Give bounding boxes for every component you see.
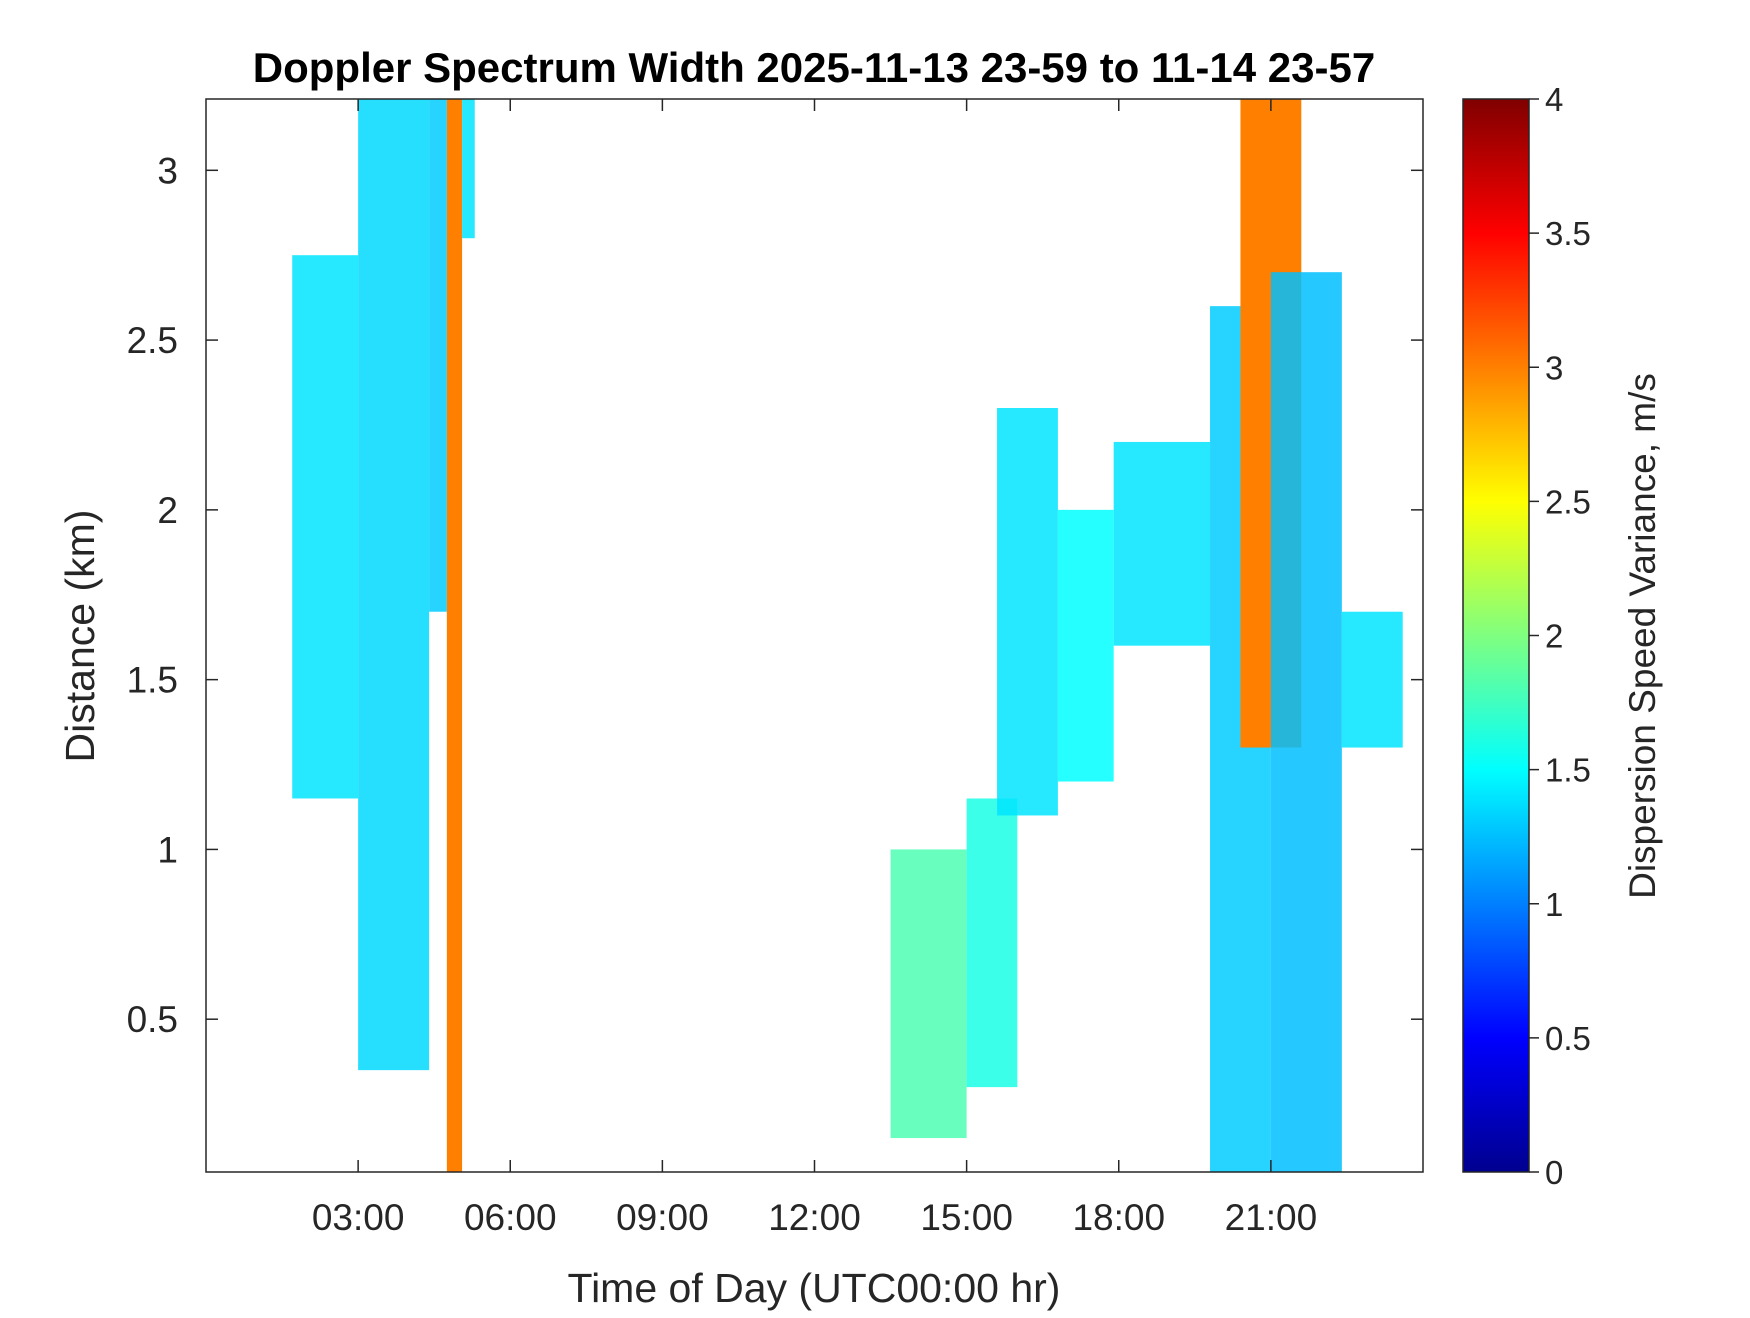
x-tick-label: 09:00 <box>616 1197 709 1238</box>
colorbar-tick-label: 2 <box>1545 618 1563 655</box>
x-tick-label: 15:00 <box>920 1197 1013 1238</box>
data-region <box>358 99 430 1071</box>
data-region <box>292 255 359 799</box>
y-axis: 0.5 1 1.5 2 2.5 3 <box>127 150 1423 1040</box>
data-region <box>1113 441 1211 646</box>
data-region <box>1270 272 1342 1172</box>
data-region <box>966 798 1018 1088</box>
data-region <box>997 407 1058 816</box>
y-tick-label: 1 <box>157 829 178 870</box>
chart-title: Doppler Spectrum Width 2025-11-13 23-59 … <box>253 44 1375 91</box>
y-tick-label: 0.5 <box>127 999 178 1040</box>
x-tick-label: 12:00 <box>768 1197 861 1238</box>
x-axis-label: Time of Day (UTC00:00 hr) <box>568 1265 1061 1311</box>
x-tick-label: 06:00 <box>464 1197 557 1238</box>
data-region <box>462 99 475 239</box>
data-region <box>890 849 967 1139</box>
colorbar-tick-label: 1.5 <box>1545 752 1591 789</box>
data-region <box>1057 509 1114 782</box>
colorbar-axis: 0 0.5 1 1.5 2 2.5 3 3.5 4 <box>1529 81 1591 1191</box>
colorbar-tick-label: 0.5 <box>1545 1020 1591 1057</box>
y-tick-label: 2 <box>157 490 178 531</box>
y-axis-label: Distance (km) <box>57 510 103 763</box>
data-region <box>1341 611 1403 748</box>
data-region <box>429 99 447 612</box>
data-marks <box>292 99 1403 1172</box>
colorbar-tick-label: 0 <box>1545 1154 1563 1191</box>
data-region <box>446 99 463 1172</box>
y-tick-label: 1.5 <box>127 660 178 701</box>
colorbar-tick-label: 3 <box>1545 349 1563 386</box>
colorbar <box>1462 98 1530 1173</box>
colorbar-tick-label: 3.5 <box>1545 215 1591 252</box>
y-tick-label: 3 <box>157 150 178 191</box>
colorbar-tick-label: 1 <box>1545 886 1563 923</box>
colorbar-tick-label: 4 <box>1545 81 1563 118</box>
x-tick-label: 03:00 <box>312 1197 405 1238</box>
y-tick-label: 2.5 <box>127 320 178 361</box>
x-axis: 03:00 06:00 09:00 12:00 15:00 18:00 21:00 <box>312 99 1317 1238</box>
x-tick-label: 18:00 <box>1072 1197 1165 1238</box>
colorbar-tick-label: 2.5 <box>1545 483 1591 520</box>
colorbar-label: Dispersion Speed Variance, m/s <box>1622 373 1663 899</box>
x-tick-label: 21:00 <box>1225 1197 1318 1238</box>
